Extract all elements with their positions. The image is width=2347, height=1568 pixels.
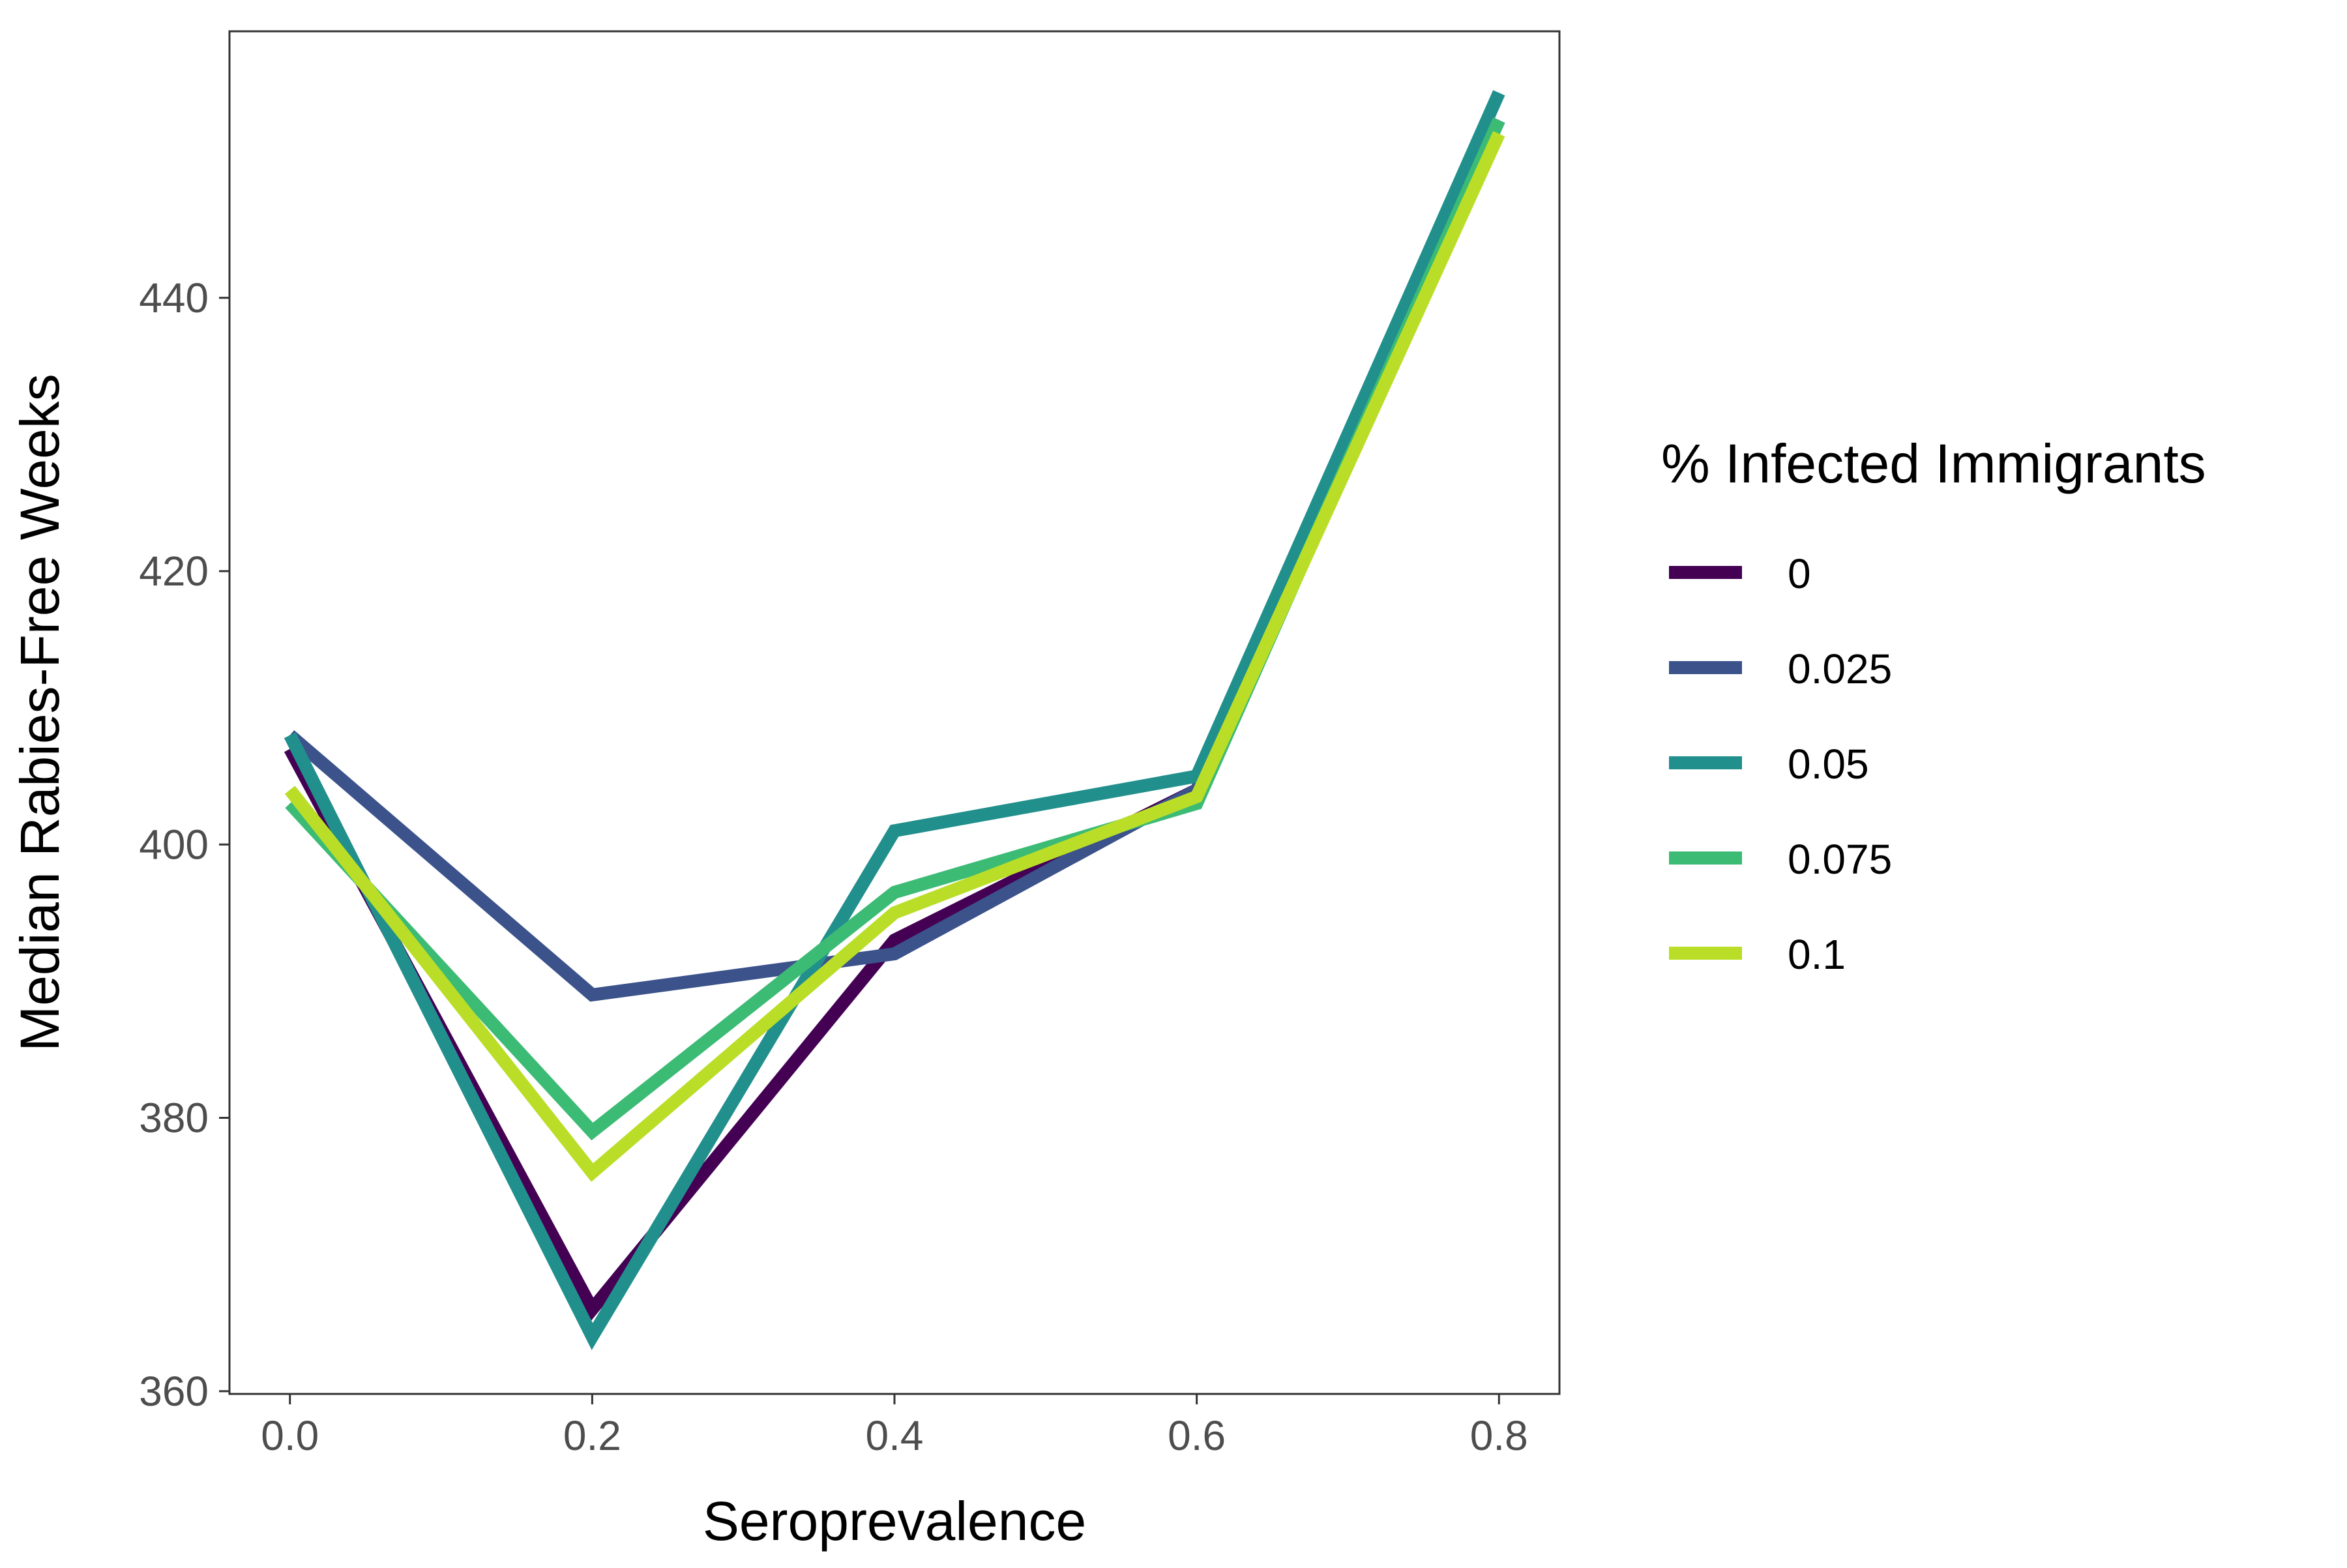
series-line-0.025 — [286, 117, 1505, 1002]
series-layer — [284, 90, 1505, 1350]
data-point-0.075 — [289, 803, 291, 804]
series-line-0.1 — [284, 131, 1505, 1182]
series-line-0.075 — [285, 117, 1505, 1141]
legend-label-0.025: 0.025 — [1788, 645, 1892, 692]
data-point-0.075 — [894, 892, 895, 893]
data-point-0 — [591, 1309, 593, 1310]
series-line-0 — [284, 117, 1505, 1321]
data-point-0.075 — [591, 1131, 593, 1132]
x-tick-label: 0.8 — [1470, 1412, 1528, 1459]
data-point-0.05 — [591, 1336, 593, 1337]
legend-label-0.05: 0.05 — [1788, 741, 1869, 788]
y-tick-label: 440 — [139, 274, 209, 321]
legend-label-0.075: 0.075 — [1788, 836, 1892, 883]
data-point-0 — [894, 939, 895, 941]
legend-title: % Infected Immigrants — [1661, 433, 2206, 494]
y-axis-title: Median Rabies-Free Weeks — [9, 374, 70, 1052]
data-point-0.1 — [1196, 796, 1198, 797]
axes-layer: 0.0 0.2 0.4 0.6 0.8 360 380 400 420 440 — [139, 274, 1528, 1459]
y-tick-label: 400 — [139, 821, 209, 868]
legend: % Infected Immigrants 0 0.025 0.05 0.075 0.1 — [1661, 433, 2206, 978]
data-point-0.025 — [894, 953, 895, 954]
y-tick-label: 420 — [139, 548, 209, 595]
plot-panel-border — [228, 30, 1561, 1395]
legend-label-0: 0 — [1788, 550, 1811, 597]
x-tick-label: 0.6 — [1168, 1412, 1226, 1459]
x-tick-label: 0.4 — [866, 1412, 924, 1459]
y-tick-label: 360 — [139, 1368, 209, 1415]
data-point-0.025 — [591, 994, 593, 996]
y-tick-label: 380 — [139, 1095, 209, 1142]
x-tick-label: 0.0 — [261, 1412, 319, 1459]
series-line-0.05 — [284, 90, 1505, 1350]
data-point-0.1 — [591, 1172, 593, 1173]
data-point-0.05 — [1196, 775, 1198, 777]
legend-label-0.1: 0.1 — [1788, 931, 1846, 978]
x-tick-label: 0.2 — [563, 1412, 621, 1459]
x-axis-title: Seroprevalence — [703, 1490, 1086, 1552]
